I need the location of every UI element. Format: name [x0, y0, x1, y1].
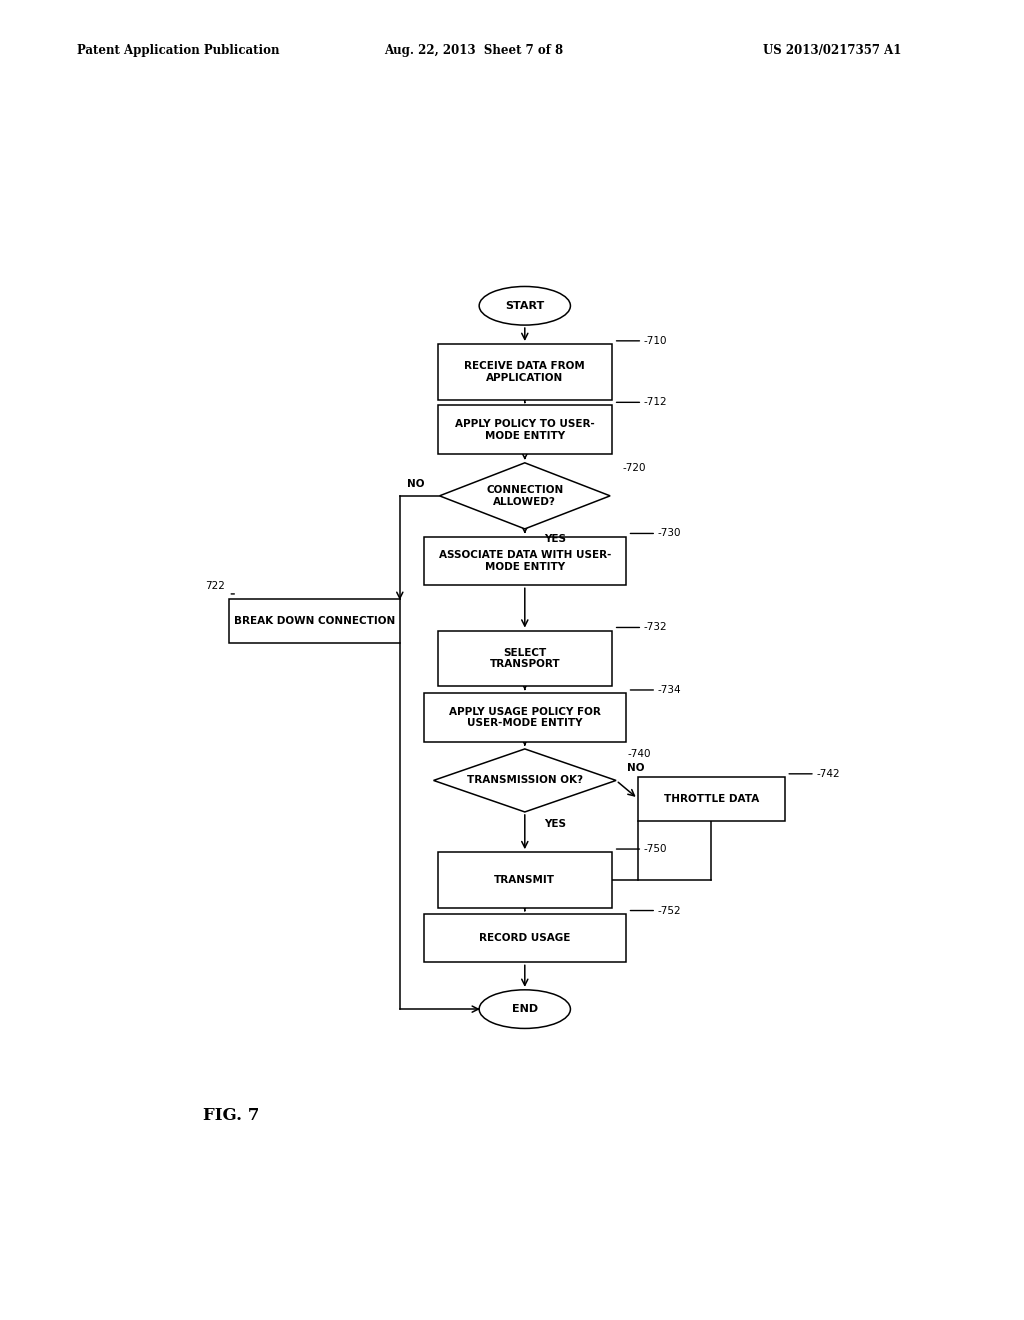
- FancyBboxPatch shape: [437, 631, 612, 686]
- Text: -740: -740: [628, 748, 651, 759]
- Text: TRANSMIT: TRANSMIT: [495, 875, 555, 884]
- Text: APPLY POLICY TO USER-
MODE ENTITY: APPLY POLICY TO USER- MODE ENTITY: [455, 418, 595, 441]
- Text: US 2013/0217357 A1: US 2013/0217357 A1: [763, 44, 901, 57]
- Text: Patent Application Publication: Patent Application Publication: [77, 44, 280, 57]
- FancyBboxPatch shape: [437, 853, 612, 908]
- Text: ASSOCIATE DATA WITH USER-
MODE ENTITY: ASSOCIATE DATA WITH USER- MODE ENTITY: [438, 550, 611, 572]
- FancyBboxPatch shape: [437, 405, 612, 454]
- FancyBboxPatch shape: [229, 599, 399, 643]
- Text: -712: -712: [644, 397, 668, 408]
- FancyBboxPatch shape: [638, 777, 784, 821]
- Text: -734: -734: [657, 685, 681, 694]
- Text: 722: 722: [206, 581, 225, 591]
- Text: TRANSMISSION OK?: TRANSMISSION OK?: [467, 775, 583, 785]
- Ellipse shape: [479, 286, 570, 325]
- Text: CONNECTION
ALLOWED?: CONNECTION ALLOWED?: [486, 484, 563, 507]
- FancyBboxPatch shape: [424, 536, 626, 585]
- Polygon shape: [433, 748, 616, 812]
- Text: -742: -742: [816, 768, 840, 779]
- Text: -730: -730: [657, 528, 681, 539]
- Text: YES: YES: [545, 820, 566, 829]
- Text: -750: -750: [644, 843, 668, 854]
- Text: NO: NO: [627, 763, 645, 774]
- Text: START: START: [505, 301, 545, 310]
- Text: YES: YES: [545, 535, 566, 544]
- Text: FIG. 7: FIG. 7: [204, 1107, 260, 1125]
- Text: APPLY USAGE POLICY FOR
USER-MODE ENTITY: APPLY USAGE POLICY FOR USER-MODE ENTITY: [449, 706, 601, 729]
- Text: -732: -732: [644, 623, 668, 632]
- Text: END: END: [512, 1005, 538, 1014]
- Text: SELECT
TRANSPORT: SELECT TRANSPORT: [489, 648, 560, 669]
- Text: RECEIVE DATA FROM
APPLICATION: RECEIVE DATA FROM APPLICATION: [465, 362, 585, 383]
- Text: NO: NO: [407, 479, 424, 488]
- Ellipse shape: [479, 990, 570, 1028]
- Text: Aug. 22, 2013  Sheet 7 of 8: Aug. 22, 2013 Sheet 7 of 8: [384, 44, 563, 57]
- Text: -752: -752: [657, 906, 681, 916]
- FancyBboxPatch shape: [424, 913, 626, 962]
- FancyBboxPatch shape: [424, 693, 626, 742]
- Polygon shape: [439, 463, 610, 529]
- FancyBboxPatch shape: [437, 345, 612, 400]
- Text: -710: -710: [644, 335, 668, 346]
- Text: RECORD USAGE: RECORD USAGE: [479, 933, 570, 942]
- Text: BREAK DOWN CONNECTION: BREAK DOWN CONNECTION: [233, 616, 395, 626]
- Text: -720: -720: [622, 463, 645, 473]
- Text: THROTTLE DATA: THROTTLE DATA: [664, 793, 759, 804]
